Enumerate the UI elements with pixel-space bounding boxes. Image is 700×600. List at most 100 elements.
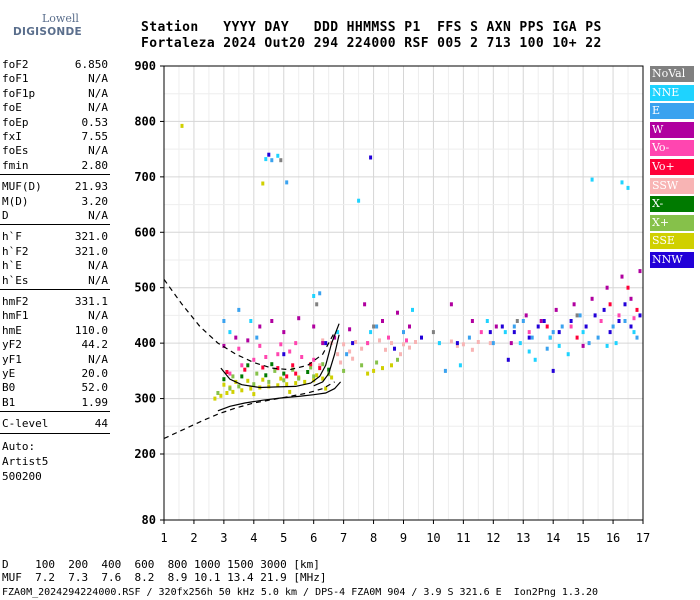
profile-bound-curve xyxy=(163,381,335,440)
echo-point-e xyxy=(270,158,274,163)
header-values: Fortaleza 2024 Out20 294 224000 RSF 005 … xyxy=(141,36,602,51)
echo-point-w xyxy=(449,302,453,307)
echo-point-nne xyxy=(626,185,630,190)
param-name: h`Es xyxy=(2,273,29,287)
param-value: 321.0 xyxy=(74,230,108,244)
param-row-d: D N/A xyxy=(2,209,108,223)
param-name: D xyxy=(2,209,9,222)
param-value: 44 xyxy=(94,417,108,431)
legend-item-x: X- xyxy=(650,196,694,213)
echo-point-nne xyxy=(518,341,522,346)
echo-point-nne xyxy=(336,330,340,335)
echo-point-vo xyxy=(276,366,280,371)
logo-line1: Lowell xyxy=(42,12,79,25)
echo-point-sse xyxy=(261,377,265,382)
legend-item-vo: Vo- xyxy=(650,140,694,157)
echo-point-vo xyxy=(252,357,256,362)
echo-point-w xyxy=(270,319,274,323)
echo-point-w xyxy=(539,319,543,323)
echo-point-nne xyxy=(557,343,561,348)
echo-point-nne xyxy=(228,330,232,335)
echo-point-x xyxy=(255,371,259,376)
echo-point-x xyxy=(273,368,277,373)
param-row-he: h`E N/A xyxy=(2,259,108,273)
param-value: 21.93 xyxy=(74,180,108,194)
param-row-foe: foE N/A xyxy=(2,101,108,115)
param-name: h`F xyxy=(2,230,22,244)
echo-point-ssw xyxy=(342,342,346,347)
echo-point-w xyxy=(396,310,399,315)
x-tick-label: 6 xyxy=(310,531,317,545)
echo-point-e xyxy=(375,324,379,329)
param-name: foF1 xyxy=(2,72,29,86)
param-name: hmF1 xyxy=(2,309,29,323)
echo-point-vo xyxy=(294,371,298,376)
echo-point-sse xyxy=(366,371,370,376)
param-value: N/A xyxy=(88,309,108,323)
echo-point-noval xyxy=(372,324,376,329)
echo-point-nnw xyxy=(608,330,612,335)
param-value: 321.0 xyxy=(74,244,108,258)
echo-point-nne xyxy=(485,319,489,323)
trace-curve xyxy=(217,381,342,412)
echo-point-sse xyxy=(261,181,265,186)
echo-point-w xyxy=(572,302,576,307)
echo-point-nne xyxy=(632,330,636,335)
param-value: N/A xyxy=(88,144,108,158)
echo-point-ssw xyxy=(318,363,322,368)
echo-point-w xyxy=(509,341,513,346)
autoscaling-line: Artist5 xyxy=(2,455,49,469)
param-row-fof1: foF1 N/A xyxy=(2,72,108,86)
x-tick-label: 11 xyxy=(456,531,470,545)
legend-item-e: E xyxy=(650,103,694,120)
echo-point-sse xyxy=(330,375,334,380)
grid xyxy=(164,65,643,521)
echo-point-w xyxy=(620,274,624,279)
echo-point-ssw xyxy=(348,349,352,354)
echo-point-w xyxy=(363,302,367,307)
echo-point-nne xyxy=(264,157,268,162)
echo-point-e xyxy=(222,319,226,323)
param-row-hme: hmE 110.0 xyxy=(2,324,108,338)
echo-point-vo xyxy=(228,371,232,376)
param-row-hf: h`F 321.0 xyxy=(2,230,108,244)
echo-point-ssw xyxy=(488,341,492,346)
echo-point-vo xyxy=(527,330,531,335)
echo-point-w xyxy=(524,313,528,318)
echo-point-vo xyxy=(626,285,630,290)
echo-point-vo xyxy=(635,307,639,312)
echo-point-nnw xyxy=(455,341,459,346)
param-row-hmf2: hmF2 331.1 xyxy=(2,295,108,309)
param-value: 3.20 xyxy=(81,194,109,208)
echo-point-ssw xyxy=(378,338,381,343)
echo-point-nne xyxy=(533,357,537,362)
echo-point-nne xyxy=(369,330,373,335)
param-value: 20.0 xyxy=(81,367,109,380)
param-value: 110.0 xyxy=(74,323,108,337)
param-separator xyxy=(0,174,110,176)
x-tick-label: 15 xyxy=(576,531,590,545)
echo-point-w xyxy=(590,296,594,301)
param-name: yF2 xyxy=(2,338,22,352)
param-name: yF1 xyxy=(2,352,22,366)
echo-point-vo xyxy=(405,338,408,343)
echo-point-w xyxy=(321,341,325,346)
param-row-md: M(D) 3.20 xyxy=(2,195,108,209)
param-value: 6.850 xyxy=(74,58,108,71)
x-tick-label: 3 xyxy=(220,531,227,545)
profile-bound-curve xyxy=(163,279,336,371)
param-value: 331.1 xyxy=(74,295,108,308)
echo-point-sse xyxy=(219,393,223,398)
y-tick-label: 80 xyxy=(142,513,156,527)
echo-point-nnw xyxy=(617,319,621,323)
muf-row: MUF 7.2 7.3 7.6 8.2 8.9 10.1 13.4 21.9 [… xyxy=(2,571,327,584)
echo-point-sse xyxy=(372,368,376,373)
x-tick-label: 16 xyxy=(606,531,620,545)
x-tick-label: 4 xyxy=(250,531,257,545)
echo-point-x xyxy=(291,367,295,372)
param-row-b1: B1 1.99 xyxy=(2,396,108,410)
echo-point-x xyxy=(396,357,399,362)
echo-point-noval xyxy=(515,319,519,323)
echo-point-x xyxy=(246,363,250,368)
echo-point-ssw xyxy=(402,342,405,347)
